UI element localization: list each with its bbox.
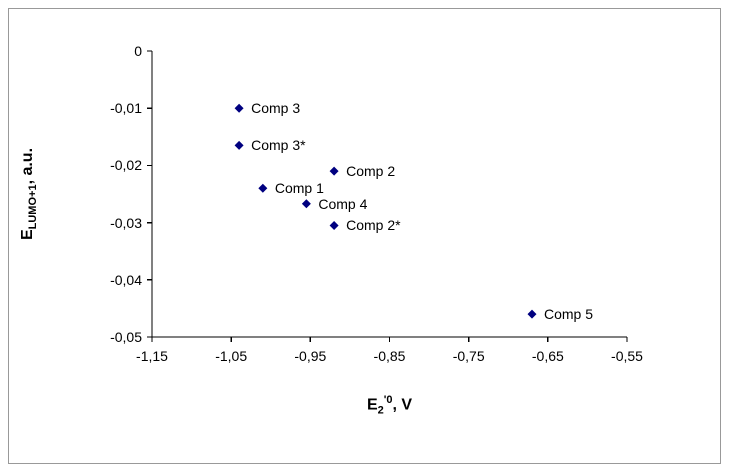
y-tick-label: -0,02 bbox=[110, 157, 142, 174]
x-tick-label: -0,95 bbox=[294, 348, 327, 364]
x-tick-label: -0,55 bbox=[611, 348, 643, 364]
data-point-label: Comp 2 bbox=[346, 163, 396, 180]
data-point-marker bbox=[301, 199, 311, 209]
data-point-marker bbox=[329, 166, 339, 176]
y-tick-label: -0,04 bbox=[110, 271, 142, 288]
x-tick-label: -0,85 bbox=[373, 348, 406, 364]
x-axis-title: E2'0, V bbox=[152, 394, 627, 417]
x-tick-label: -1,05 bbox=[215, 348, 248, 364]
data-point-label: Comp 1 bbox=[274, 180, 324, 197]
x-axis-title-base: E bbox=[366, 396, 378, 414]
data-point-label: Comp 4 bbox=[318, 195, 368, 212]
x-axis-title-superscript: '0 bbox=[383, 394, 393, 406]
y-axis-title-subscript: LUMO+1 bbox=[27, 184, 40, 230]
y-tick-label: -0,01 bbox=[110, 100, 142, 117]
data-point-marker bbox=[258, 183, 268, 193]
x-tick-label: -0,65 bbox=[531, 348, 564, 364]
data-point-label: Comp 3* bbox=[251, 137, 306, 154]
x-axis-title-units: , V bbox=[392, 396, 413, 414]
y-axis-title: ELUMO+1, a.u. bbox=[19, 51, 41, 337]
y-axis-title-units: , a.u. bbox=[19, 147, 36, 185]
data-point-marker bbox=[329, 220, 339, 230]
data-point-marker bbox=[234, 103, 244, 113]
x-axis-title-subscript: 2 bbox=[377, 404, 384, 417]
data-point-label: Comp 5 bbox=[544, 306, 594, 323]
y-tick-label: -0,03 bbox=[110, 214, 142, 231]
data-point-marker bbox=[527, 309, 537, 319]
y-axis-title-base: E bbox=[19, 229, 36, 241]
x-tick-label: -0,75 bbox=[452, 348, 485, 364]
data-point-marker bbox=[234, 140, 244, 150]
data-point-label: Comp 3 bbox=[251, 100, 301, 117]
data-point-label: Comp 2* bbox=[346, 217, 401, 234]
x-tick-label: -1,15 bbox=[136, 348, 168, 364]
y-tick-label: -0,05 bbox=[110, 329, 142, 345]
y-tick-label: 0 bbox=[134, 43, 142, 59]
